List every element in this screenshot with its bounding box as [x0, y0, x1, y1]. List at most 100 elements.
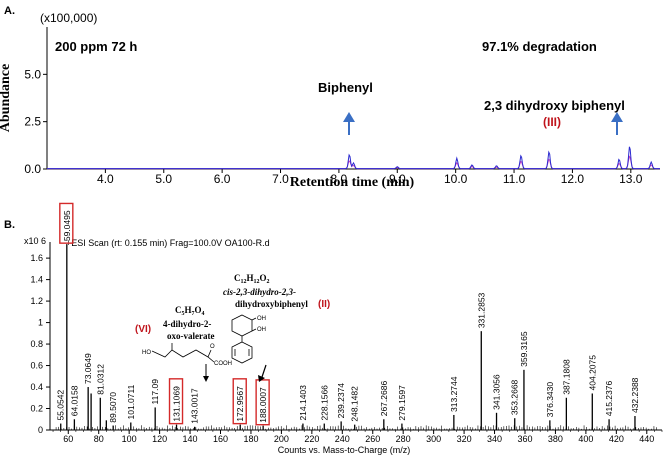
- panel-a-ticks: 4.0 5.0 6.0 7.0 8.0 9.0 10.0 11.0 12.0 13.0 0.0 2.5…: [24, 67, 642, 186]
- a-xtick-label: 12.0: [561, 172, 585, 186]
- b-xtick-label: 360: [517, 434, 532, 444]
- b-xtick-label: 300: [426, 434, 441, 444]
- b-xtick-label: 200: [274, 434, 289, 444]
- b-xtick-label: 240: [335, 434, 350, 444]
- b-xtick-label: 80: [94, 434, 104, 444]
- b-peak-label: 172.9567: [235, 386, 245, 422]
- ii-id: (II): [318, 299, 330, 310]
- b-ytick-label: 1.2: [30, 296, 43, 306]
- b-xtick-label: 220: [304, 434, 319, 444]
- biphenyl-label: Biphenyl: [318, 80, 373, 95]
- b-ytick-label: 0.2: [30, 404, 43, 414]
- ii-oh-1: OH: [257, 316, 266, 322]
- ii-oh-2: OH: [257, 327, 266, 333]
- a-trace-line: [47, 146, 660, 170]
- b-xtick-label: 120: [152, 434, 167, 444]
- b-xtick-label: 400: [578, 434, 593, 444]
- panel-a-scale: (x100,000): [40, 11, 97, 25]
- panel-b-xlabel: Counts vs. Mass-to-Charge (m/z): [278, 445, 411, 455]
- b-peak-label: 55.0542: [56, 390, 66, 421]
- b-peak-label: 432.2388: [630, 377, 640, 413]
- a-xtick-label: 10.0: [444, 172, 468, 186]
- b-peak-label: 73.0649: [83, 353, 93, 384]
- b-xtick-label: 60: [63, 434, 73, 444]
- b-peak-label: 341.3056: [492, 374, 502, 410]
- product-arrow: [611, 112, 623, 135]
- vi-o: O: [210, 344, 215, 350]
- a-xtick-label: 9.0: [389, 172, 406, 186]
- panel-a-ylabel: Abundance: [0, 64, 13, 132]
- b-xtick-label: 280: [396, 434, 411, 444]
- b-ytick-label: 0: [38, 425, 43, 435]
- panel-a-label: A.: [4, 5, 15, 17]
- ii-formula: C12H12O2: [234, 273, 270, 285]
- b-peak-label: 313.2744: [449, 376, 459, 412]
- b-peak-label: 359.3165: [519, 331, 529, 367]
- b-highlight-box: [168, 378, 184, 425]
- a-xtick-label: 13.0: [619, 172, 643, 186]
- b-peak-label: 131.1069: [172, 386, 182, 422]
- a-xtick-label: 6.0: [214, 172, 231, 186]
- b-xtick-label: 260: [365, 434, 380, 444]
- mass-spectrum: 55.0542 59.0495 64.0158 73.0649 81.031289.50…: [56, 202, 657, 430]
- b-peak-label: 64.0158: [69, 385, 79, 416]
- a-xtick-label: 5.0: [155, 172, 172, 186]
- b-highlight-box: [59, 202, 74, 244]
- b-peak-label: 214.1403: [298, 385, 308, 421]
- b-xtick-label: 320: [457, 434, 472, 444]
- b-peak-label: 387.1808: [561, 359, 571, 395]
- a-xtick-label: 4.0: [97, 172, 114, 186]
- b-xtick-label: 380: [548, 434, 563, 444]
- scan-info: +ESI Scan (rt: 0.155 min) Frag=100.0V OA…: [66, 238, 270, 248]
- b-peak-label: 353.2668: [510, 379, 520, 415]
- product-id-label: (III): [543, 115, 561, 129]
- compound-ii-annotation: C12H12O2 cis-2,3-dihydro-2,3- dihydroxyb…: [223, 273, 330, 382]
- b-peak-label: 239.2374: [336, 383, 346, 419]
- biphenyl-arrow: [343, 112, 355, 135]
- condition-label: 200 ppm 72 h: [55, 39, 137, 54]
- degradation-label: 97.1% degradation: [482, 39, 597, 54]
- b-xtick-label: 180: [243, 434, 258, 444]
- b-peak-label: 117.09: [150, 379, 160, 405]
- ii-name-2: dihydroxybiphenyl: [235, 299, 308, 309]
- vi-ho: HO: [142, 350, 151, 356]
- b-peak-label: 89.5070: [108, 392, 118, 423]
- b-ytick-label: 1.4: [30, 275, 43, 285]
- panel-a-chromatogram: [47, 146, 660, 170]
- panel-b-ticks: 60 80 100 120 140 160 180 200 220 240 260 280 300 320…: [30, 253, 663, 444]
- b-xtick-label: 340: [487, 434, 502, 444]
- b-xtick-label: 440: [639, 434, 654, 444]
- b-peak-label: 267.2686: [379, 381, 389, 417]
- b-ytick-label: 0.6: [30, 361, 43, 371]
- a-xtick-label: 8.0: [331, 172, 348, 186]
- panel-b-label: B.: [4, 219, 15, 231]
- compound-vi-annotation: C5H7O4 4-dihydro-2- oxo-valerate (VI) HO…: [135, 305, 232, 382]
- a-ytick-label: 5.0: [24, 67, 41, 81]
- vi-cooh: COOH: [214, 361, 232, 367]
- vi-formula: C5H7O4: [175, 305, 205, 317]
- vi-name-2: oxo-valerate: [167, 331, 214, 341]
- vi-name-1: 4-dihydro-2-: [163, 319, 211, 329]
- b-peak-label: 81.0312: [95, 364, 105, 395]
- b-peak-label: 331.2853: [476, 292, 486, 328]
- a-xtick-label: 11.0: [503, 172, 526, 186]
- panel-b-scale: x10 6: [24, 236, 46, 246]
- b-peak-label: 188.0007: [258, 387, 268, 423]
- vi-id: (VI): [135, 324, 151, 335]
- b-ytick-label: 1.6: [30, 253, 43, 263]
- a-ytick-label: 0.0: [24, 162, 41, 176]
- b-peak-label: 59.0495: [62, 210, 72, 241]
- a-xtick-label: 7.0: [272, 172, 289, 186]
- panel-a-xlabel: Retention time (min): [290, 175, 415, 190]
- b-peak-label: 415.2376: [604, 381, 614, 417]
- b-peak-label: 228.1566: [319, 385, 329, 421]
- b-peak-label: 376.3430: [545, 382, 555, 418]
- b-peak-label: 404.2075: [587, 355, 597, 391]
- product-label: 2,3 dihydroxy biphenyl: [484, 98, 625, 113]
- b-xtick-label: 140: [183, 434, 198, 444]
- b-ytick-label: 0.8: [30, 339, 43, 349]
- b-highlight-box: [232, 378, 247, 425]
- b-ytick-label: 1: [38, 318, 43, 328]
- b-peak-label: 248.1482: [350, 386, 360, 422]
